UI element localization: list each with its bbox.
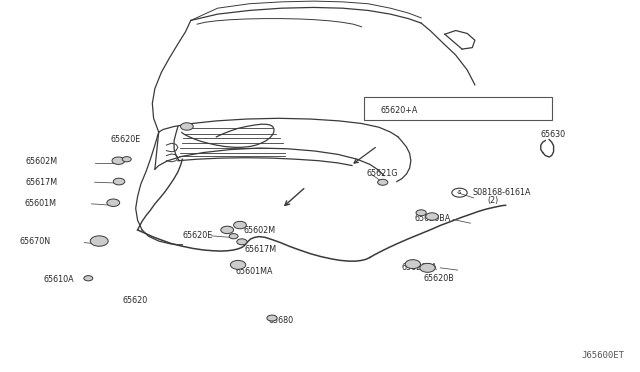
- Text: 65617M: 65617M: [26, 178, 58, 187]
- Text: (2): (2): [488, 196, 499, 205]
- Circle shape: [229, 234, 238, 239]
- Text: J65600ET: J65600ET: [581, 351, 624, 360]
- Circle shape: [180, 123, 193, 130]
- Text: 65617M: 65617M: [244, 246, 276, 254]
- Circle shape: [267, 315, 277, 321]
- Circle shape: [84, 276, 93, 281]
- Text: 65602M: 65602M: [243, 226, 275, 235]
- Text: S08168-6161A: S08168-6161A: [472, 188, 531, 197]
- Circle shape: [234, 221, 246, 229]
- Text: 65620BA: 65620BA: [415, 214, 451, 223]
- Text: 65601M: 65601M: [24, 199, 56, 208]
- Text: 65670N: 65670N: [19, 237, 51, 246]
- Circle shape: [90, 236, 108, 246]
- Circle shape: [122, 157, 131, 162]
- Text: 65602M: 65602M: [26, 157, 58, 166]
- Text: 65620: 65620: [123, 296, 148, 305]
- Circle shape: [113, 178, 125, 185]
- Circle shape: [405, 260, 420, 269]
- Circle shape: [112, 157, 125, 164]
- Text: S: S: [458, 190, 461, 195]
- Circle shape: [420, 263, 435, 272]
- Text: 65620E: 65620E: [182, 231, 212, 240]
- Circle shape: [107, 199, 120, 206]
- Text: 65601MA: 65601MA: [236, 267, 273, 276]
- Text: 65630: 65630: [540, 130, 565, 139]
- Text: 65620+A: 65620+A: [380, 106, 417, 115]
- Circle shape: [416, 210, 426, 216]
- Text: 65620B: 65620B: [424, 274, 454, 283]
- Circle shape: [426, 213, 438, 220]
- Text: 65621G: 65621G: [366, 169, 397, 178]
- Circle shape: [237, 239, 247, 245]
- Text: 65620EA: 65620EA: [402, 263, 438, 272]
- Text: 65610A: 65610A: [44, 275, 74, 284]
- Circle shape: [230, 260, 246, 269]
- Circle shape: [221, 226, 234, 234]
- Circle shape: [378, 179, 388, 185]
- Text: 65620E: 65620E: [110, 135, 140, 144]
- Text: 65680: 65680: [269, 316, 294, 325]
